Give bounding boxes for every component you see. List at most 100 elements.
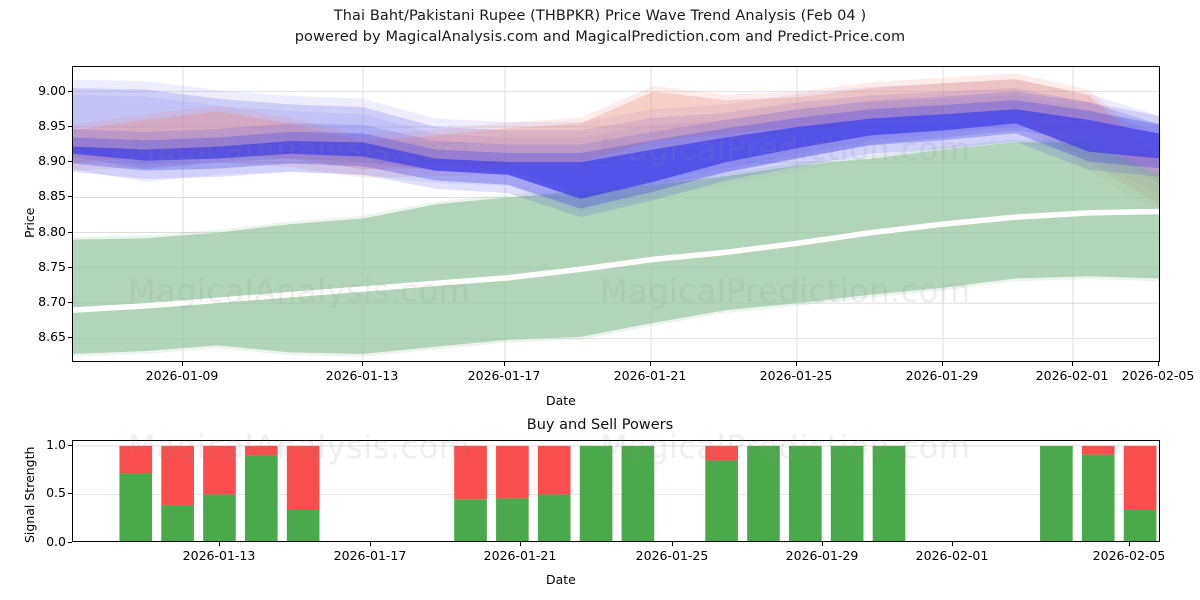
signal-date-tick-2026-01-29: 2026-01-29 bbox=[785, 548, 859, 563]
title-line-1: Thai Baht/Pakistani Rupee (THBPKR) Price… bbox=[333, 8, 867, 24]
price-date-tick-2026-01-25: 2026-01-25 bbox=[759, 368, 833, 383]
buy-power-bar bbox=[788, 445, 822, 541]
signal-date-tick-mark bbox=[520, 542, 522, 546]
price-tick-8.85: 8.85 bbox=[38, 188, 66, 204]
buy-power-bar bbox=[579, 445, 613, 541]
wave-band-halo bbox=[73, 73, 1159, 214]
signal-tick-mark bbox=[68, 493, 72, 495]
wave-band-upper-blue-band-high bbox=[73, 88, 1159, 199]
price-date-tick-mark bbox=[362, 362, 364, 366]
signal-date-tick-2026-02-01: 2026-02-01 bbox=[915, 548, 989, 563]
buy-power-bar bbox=[119, 473, 153, 541]
buy-power-bar bbox=[496, 498, 529, 541]
price-date-tick-mark bbox=[182, 362, 184, 366]
buy-power-bar bbox=[872, 445, 906, 541]
sell-power-bar bbox=[1081, 445, 1115, 455]
signal-date-tick-2026-01-21: 2026-01-21 bbox=[483, 548, 557, 563]
page-title: Thai Baht/Pakistani Rupee (THBPKR) Price… bbox=[0, 6, 1200, 48]
price-tick-8.90: 8.90 bbox=[38, 153, 66, 169]
buy-power-bar bbox=[1040, 445, 1073, 541]
sell-power-bar bbox=[286, 445, 320, 510]
white-trend-line bbox=[73, 208, 1159, 313]
signal-tick-mark bbox=[68, 444, 72, 446]
price-date-tick-mark bbox=[504, 362, 506, 366]
buy-power-bar bbox=[747, 445, 780, 541]
price-tick-8.65: 8.65 bbox=[38, 329, 66, 345]
price-date-tick-2026-01-29: 2026-01-29 bbox=[905, 368, 979, 383]
signal-date-tick-2026-01-25: 2026-01-25 bbox=[635, 548, 709, 563]
signal-date-tick-2026-01-13: 2026-01-13 bbox=[182, 548, 256, 563]
buy-power-bar bbox=[537, 494, 571, 541]
price-date-tick-2026-02-01: 2026-02-01 bbox=[1035, 368, 1109, 383]
buy-power-bar bbox=[203, 494, 236, 541]
price-tick-mark bbox=[68, 337, 72, 339]
signal-date-tick-mark bbox=[370, 542, 372, 546]
wave-band-green-band-high bbox=[73, 142, 1159, 354]
title-line-2: powered by MagicalAnalysis.com and Magic… bbox=[294, 29, 906, 45]
wave-band-halo bbox=[73, 139, 1159, 357]
price-date-tick-mark bbox=[650, 362, 652, 366]
price-tick-8.95: 8.95 bbox=[38, 117, 66, 133]
price-date-tick-mark bbox=[1072, 362, 1074, 366]
sell-power-bar bbox=[454, 445, 487, 500]
price-date-tick-2026-01-17: 2026-01-17 bbox=[467, 368, 541, 383]
price-tick-mark bbox=[68, 302, 72, 304]
price-tick-8.75: 8.75 bbox=[38, 258, 66, 274]
bar-x-axis-label: Date bbox=[546, 572, 576, 587]
buy-power-bar bbox=[454, 499, 487, 541]
signal-tick-1.0: 1.0 bbox=[46, 436, 66, 452]
buy-sell-chart-plot-area bbox=[72, 440, 1160, 542]
buy-power-bar bbox=[161, 505, 194, 541]
sell-power-bar bbox=[244, 445, 278, 456]
buy-power-bar bbox=[705, 460, 738, 541]
signal-tick-mark bbox=[68, 542, 72, 544]
price-tick-mark bbox=[68, 231, 72, 233]
price-wave-chart-plot-area bbox=[72, 66, 1160, 362]
price-tick-mark bbox=[68, 161, 72, 163]
price-tick-mark bbox=[68, 125, 72, 127]
signal-date-tick-mark bbox=[672, 542, 674, 546]
signal-tick-0.0: 0.0 bbox=[46, 534, 66, 549]
sell-power-bar bbox=[705, 445, 738, 461]
sell-power-bar bbox=[119, 445, 153, 474]
signal-tick-0.5: 0.5 bbox=[46, 485, 66, 501]
buy-power-bar bbox=[244, 455, 278, 541]
buy-power-bar bbox=[1081, 454, 1115, 541]
signal-date-tick-2026-01-17: 2026-01-17 bbox=[333, 548, 407, 563]
sell-power-bar bbox=[161, 445, 194, 506]
buy-power-bar bbox=[830, 445, 864, 541]
price-wave-svg bbox=[73, 67, 1159, 361]
price-tick-9.00: 9.00 bbox=[38, 82, 66, 98]
price-tick-8.70: 8.70 bbox=[38, 294, 66, 310]
sell-power-bar bbox=[203, 445, 236, 495]
buy-power-bar bbox=[286, 509, 320, 541]
buy-sell-svg bbox=[73, 445, 1159, 541]
price-date-tick-mark bbox=[942, 362, 944, 366]
signal-date-tick-mark bbox=[1129, 542, 1131, 546]
price-tick-8.80: 8.80 bbox=[38, 223, 66, 239]
wave-band-halo bbox=[73, 91, 1159, 218]
signal-date-tick-mark bbox=[952, 542, 954, 546]
price-tick-mark bbox=[68, 90, 72, 92]
signal-date-tick-2026-02-05: 2026-02-05 bbox=[1092, 548, 1166, 563]
wave-band-halo bbox=[73, 79, 1159, 212]
price-date-tick-2026-01-13: 2026-01-13 bbox=[325, 368, 399, 383]
sell-power-bar bbox=[1123, 445, 1157, 510]
buy-power-bar bbox=[621, 445, 655, 541]
signal-date-tick-mark bbox=[822, 542, 824, 546]
wave-band-core-blue-band-high bbox=[73, 109, 1159, 199]
price-date-tick-mark bbox=[796, 362, 798, 366]
wave-band-red-band-high bbox=[73, 78, 1159, 205]
price-date-tick-2026-02-05: 2026-02-05 bbox=[1121, 368, 1195, 383]
price-tick-mark bbox=[68, 196, 72, 198]
signal-date-tick-mark bbox=[219, 542, 221, 546]
buy-sell-chart-title: Buy and Sell Powers bbox=[526, 417, 674, 433]
sell-power-bar bbox=[496, 445, 529, 499]
main-x-axis-label: Date bbox=[546, 393, 576, 408]
price-date-tick-2026-01-09: 2026-01-09 bbox=[145, 368, 219, 383]
buy-power-bar bbox=[1123, 509, 1157, 541]
wave-band-halo bbox=[73, 100, 1159, 209]
price-date-tick-mark bbox=[1158, 362, 1160, 366]
sell-power-bar bbox=[537, 445, 571, 495]
